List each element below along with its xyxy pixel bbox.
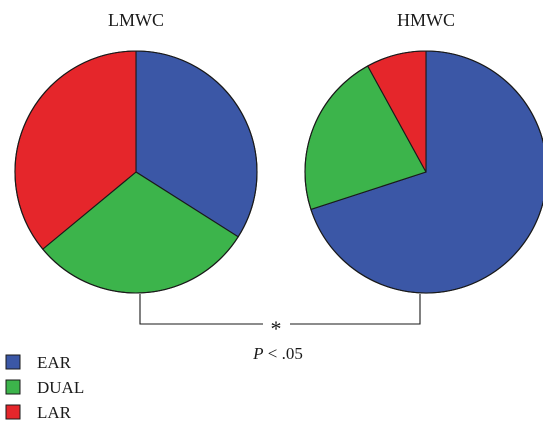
pie-title-lmwc: LMWC [108,10,164,30]
legend: EAR DUAL LAR [5,353,84,422]
p-symbol: P [252,344,263,363]
legend-swatch-lar [5,404,21,420]
legend-label-ear: EAR [37,353,72,372]
significance-marker: * [271,316,282,341]
significance-bracket [139,294,421,325]
p-value-label: P < .05 [252,344,303,363]
pie-hmwc [304,50,543,294]
p-threshold: < .05 [264,344,303,363]
legend-label-lar: LAR [37,403,72,422]
legend-label-dual: DUAL [37,378,84,397]
pie-outline-hmwc [304,50,543,294]
pie-outline-lmwc [14,50,258,294]
legend-swatch-ear [5,354,21,370]
legend-swatch-dual [5,379,21,395]
pie-lmwc [14,50,258,294]
pie-title-hmwc: HMWC [397,10,455,30]
